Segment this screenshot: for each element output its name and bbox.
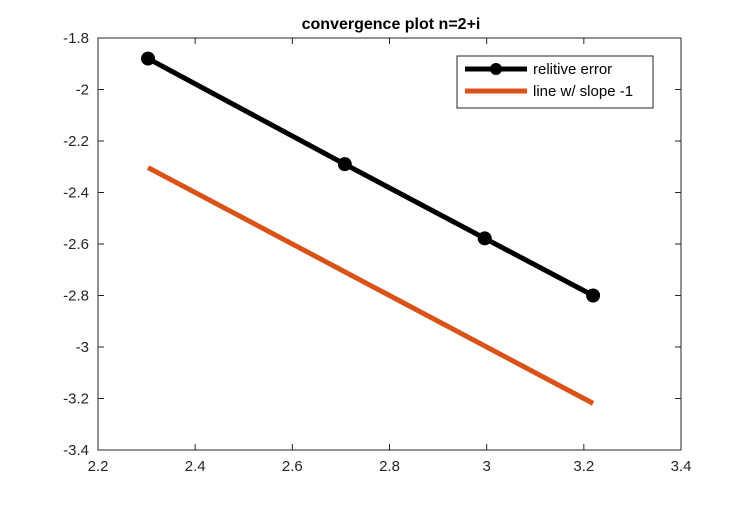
y-tick-label: -2.6	[63, 236, 89, 253]
y-tick-label: -2.2	[63, 133, 89, 150]
y-tick-label: -3.2	[63, 391, 89, 408]
x-tick-label: 2.6	[282, 458, 303, 475]
x-tick-label: 3	[482, 458, 490, 475]
legend: relitive error line w/ slope -1	[456, 55, 654, 109]
y-tick-label: -2.8	[63, 288, 89, 305]
x-tick-label: 3.4	[671, 458, 692, 475]
y-tick-label: -1.8	[63, 30, 89, 47]
legend-label: relitive error	[533, 61, 612, 78]
series-line-0	[146, 56, 595, 298]
axis-ticks: 2.2 2.4 2.6 2.8 3 3.2 3.4 -1.8 -2 -2.2 -2.4 -2.6 -2.…	[63, 30, 691, 475]
legend-marker	[490, 63, 502, 75]
legend-box	[456, 55, 654, 109]
chart-title: convergence plot n=2+i	[302, 16, 481, 33]
y-tick-label: -2.4	[63, 185, 89, 202]
y-tick-label: -2	[76, 82, 89, 99]
data-point	[477, 231, 492, 246]
x-tick-label: 2.2	[88, 458, 109, 475]
legend-label: line w/ slope -1	[533, 83, 633, 100]
y-tick-label: -3.4	[63, 442, 89, 459]
x-tick-label: 3.2	[573, 458, 594, 475]
data-point	[586, 288, 601, 303]
x-tick-label: 2.4	[185, 458, 206, 475]
series-layer	[141, 51, 601, 406]
y-tick-label: -3	[76, 339, 89, 356]
x-tick-label: 2.8	[379, 458, 400, 475]
series-line-1	[146, 165, 595, 406]
data-point	[337, 157, 352, 172]
data-point	[141, 51, 156, 66]
